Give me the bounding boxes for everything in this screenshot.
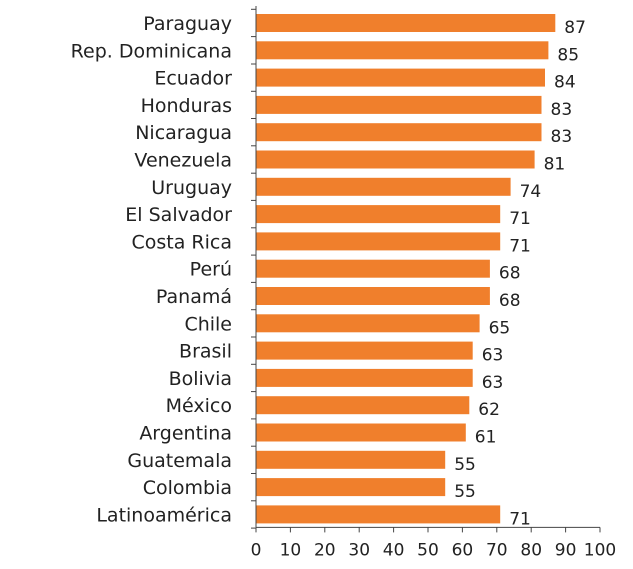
bar bbox=[256, 95, 542, 114]
value-label: 65 bbox=[489, 318, 511, 338]
x-tick-label: 80 bbox=[520, 540, 542, 560]
category-label: Guatemala bbox=[127, 450, 232, 472]
value-label: 71 bbox=[509, 209, 531, 229]
x-tick-label: 0 bbox=[251, 540, 262, 560]
bars-layer bbox=[256, 14, 556, 524]
x-tick-label: 100 bbox=[584, 540, 616, 560]
bar bbox=[256, 259, 490, 278]
value-label: 74 bbox=[520, 182, 542, 202]
bar bbox=[256, 123, 542, 142]
category-label: Bolivia bbox=[169, 368, 232, 390]
bar bbox=[256, 68, 545, 87]
category-label: Rep. Dominicana bbox=[71, 40, 232, 62]
bar bbox=[256, 205, 501, 224]
x-tick-label: 30 bbox=[348, 540, 370, 560]
bar bbox=[256, 177, 511, 196]
category-label: Paraguay bbox=[143, 13, 232, 35]
category-label: Honduras bbox=[141, 95, 232, 117]
bar bbox=[256, 478, 446, 497]
bar bbox=[256, 368, 473, 387]
category-label: Panamá bbox=[156, 286, 232, 308]
category-label: Ecuador bbox=[154, 68, 232, 90]
value-label: 55 bbox=[454, 455, 476, 475]
value-label: 63 bbox=[482, 373, 504, 393]
bar bbox=[256, 450, 446, 469]
category-label: Colombia bbox=[143, 477, 232, 499]
value-label: 83 bbox=[551, 100, 573, 120]
category-label: Chile bbox=[184, 313, 232, 335]
value-label: 84 bbox=[554, 73, 576, 93]
value-label: 55 bbox=[454, 482, 476, 502]
x-tick-label: 50 bbox=[417, 540, 439, 560]
category-label: Uruguay bbox=[151, 177, 232, 199]
category-label: Venezuela bbox=[134, 150, 232, 172]
category-label: México bbox=[166, 395, 232, 417]
category-label: Brasil bbox=[179, 341, 232, 363]
value-label: 71 bbox=[509, 509, 531, 529]
value-label: 62 bbox=[478, 400, 500, 420]
x-tick-label: 90 bbox=[555, 540, 577, 560]
category-label: Latinoamérica bbox=[96, 504, 232, 526]
x-tick-label: 20 bbox=[314, 540, 336, 560]
x-tick-label: 60 bbox=[452, 540, 474, 560]
category-label: Perú bbox=[190, 259, 232, 281]
bar bbox=[256, 150, 535, 169]
category-labels: Paraguay Rep. Dominicana Ecuador Honduras Ni… bbox=[71, 13, 233, 526]
bar bbox=[256, 41, 549, 60]
value-label: 63 bbox=[482, 346, 504, 366]
bar bbox=[256, 396, 470, 415]
bar bbox=[256, 287, 490, 305]
bar bbox=[256, 232, 501, 251]
x-tick-label: 70 bbox=[486, 540, 508, 560]
bar bbox=[256, 423, 466, 442]
value-label: 85 bbox=[557, 45, 579, 65]
value-label: 71 bbox=[509, 236, 531, 256]
x-tick-label: 10 bbox=[280, 540, 302, 560]
category-label: Nicaragua bbox=[135, 122, 232, 144]
bar bbox=[256, 14, 556, 32]
x-tick-label: 40 bbox=[383, 540, 405, 560]
value-label: 81 bbox=[544, 155, 566, 175]
category-label: El Salvador bbox=[125, 204, 232, 226]
bar bbox=[256, 505, 501, 524]
value-label: 68 bbox=[499, 264, 521, 284]
value-label: 87 bbox=[564, 18, 586, 38]
category-label: Costa Rica bbox=[132, 231, 233, 253]
value-label: 68 bbox=[499, 291, 521, 311]
bar bbox=[256, 341, 473, 360]
value-label: 83 bbox=[551, 127, 573, 147]
bar bbox=[256, 314, 480, 333]
x-axis-ticks: 0 10 20 30 40 50 60 70 80 90 100 bbox=[251, 8, 616, 560]
category-label: Argentina bbox=[139, 423, 232, 445]
value-label: 61 bbox=[475, 428, 497, 448]
